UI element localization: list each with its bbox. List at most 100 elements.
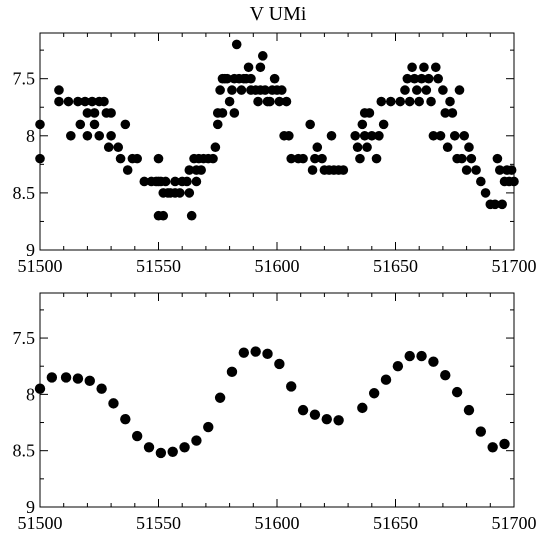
bottom-data-point bbox=[167, 446, 178, 458]
bottom-data-point bbox=[487, 442, 498, 453]
top-data-point bbox=[362, 142, 372, 153]
top-data-point bbox=[35, 119, 45, 130]
top-data-point bbox=[414, 96, 425, 107]
top-data-point bbox=[54, 96, 64, 107]
bottom-data-point bbox=[404, 350, 415, 362]
bottom-data-point bbox=[60, 372, 72, 383]
top-data-point bbox=[246, 73, 256, 84]
top-data-point bbox=[438, 85, 448, 95]
top-data-point bbox=[265, 96, 275, 107]
top-data-point bbox=[94, 130, 105, 141]
bottom-y-tick-label: 8.5 bbox=[13, 441, 36, 461]
top-data-point bbox=[89, 108, 100, 118]
top-data-point bbox=[355, 153, 365, 164]
top-data-point bbox=[66, 130, 76, 141]
top-data-point bbox=[160, 176, 171, 187]
top-data-point bbox=[212, 119, 223, 130]
bottom-data-point bbox=[203, 421, 214, 433]
top-data-point bbox=[139, 176, 150, 187]
top-data-point bbox=[208, 153, 218, 164]
top-data-point bbox=[255, 62, 266, 73]
top-data-point bbox=[253, 96, 263, 107]
bottom-x-tick-label: 51550 bbox=[136, 513, 181, 533]
bottom-data-point bbox=[309, 409, 321, 420]
bottom-data-point bbox=[380, 374, 392, 385]
top-data-point bbox=[132, 153, 142, 164]
top-data-point bbox=[222, 73, 233, 84]
bottom-data-point bbox=[357, 402, 368, 414]
bottom-data-point bbox=[321, 413, 332, 425]
top-data-point bbox=[215, 85, 225, 95]
top-data-point bbox=[416, 73, 427, 84]
top-x-tick-label: 51550 bbox=[136, 256, 181, 276]
top-data-point bbox=[400, 85, 410, 95]
top-data-point bbox=[115, 153, 126, 164]
top-data-point bbox=[457, 153, 467, 164]
bottom-data-point bbox=[475, 426, 487, 437]
bottom-data-point bbox=[179, 442, 190, 453]
top-data-point bbox=[217, 108, 228, 118]
top-data-point bbox=[428, 130, 439, 141]
top-data-point bbox=[103, 142, 114, 153]
top-data-point bbox=[310, 153, 320, 164]
top-data-point bbox=[430, 62, 441, 73]
top-data-point bbox=[175, 188, 185, 198]
top-data-point bbox=[113, 142, 124, 153]
top-data-point bbox=[158, 210, 169, 221]
bottom-data-point bbox=[368, 388, 380, 399]
top-data-point bbox=[87, 96, 97, 107]
bottom-y-tick-label: 9 bbox=[26, 497, 35, 517]
top-data-point bbox=[445, 96, 455, 107]
top-data-point bbox=[359, 130, 370, 141]
bottom-x-tick-label: 51500 bbox=[18, 513, 63, 533]
bottom-data-point bbox=[463, 404, 475, 416]
top-data-point bbox=[257, 51, 268, 61]
bottom-data-point bbox=[46, 372, 58, 383]
bottom-x-tick-label: 51650 bbox=[373, 513, 418, 533]
bottom-data-point bbox=[72, 373, 84, 384]
top-data-point bbox=[170, 176, 180, 187]
top-data-point bbox=[286, 153, 297, 164]
top-data-point bbox=[412, 85, 422, 95]
top-data-point bbox=[402, 73, 413, 84]
top-data-point bbox=[184, 188, 195, 198]
top-data-point bbox=[367, 130, 377, 141]
top-data-point bbox=[426, 96, 436, 107]
top-data-point bbox=[317, 153, 327, 164]
top-data-point bbox=[409, 73, 420, 84]
bottom-data-point bbox=[333, 415, 344, 426]
bottom-data-point bbox=[143, 442, 155, 453]
bottom-data-point bbox=[191, 435, 202, 446]
bottom-data-point bbox=[499, 438, 510, 450]
top-data-point bbox=[106, 130, 116, 141]
top-data-point bbox=[89, 119, 100, 130]
top-data-point bbox=[490, 199, 500, 210]
bottom-data-point bbox=[226, 366, 238, 378]
top-data-point bbox=[276, 85, 287, 95]
top-data-point bbox=[312, 142, 323, 153]
top-data-point bbox=[210, 142, 221, 153]
bottom-y-tick-label: 8 bbox=[26, 384, 35, 404]
top-data-point bbox=[497, 199, 507, 210]
top-data-point bbox=[73, 96, 83, 107]
bottom-data-point bbox=[262, 348, 273, 360]
bottom-data-point bbox=[214, 392, 226, 403]
top-data-point bbox=[480, 188, 491, 198]
top-data-point bbox=[229, 108, 240, 118]
top-data-point bbox=[471, 165, 481, 175]
top-data-point bbox=[243, 62, 254, 73]
top-data-point bbox=[153, 153, 164, 164]
top-data-point bbox=[447, 108, 458, 118]
top-y-tick-label: 8 bbox=[26, 126, 35, 146]
top-y-tick-label: 9 bbox=[26, 240, 35, 260]
top-data-point bbox=[224, 96, 235, 107]
top-data-point bbox=[419, 62, 429, 73]
top-data-point bbox=[476, 176, 486, 187]
top-x-tick-label: 51600 bbox=[255, 256, 300, 276]
top-x-tick-label: 51650 bbox=[373, 256, 418, 276]
top-y-tick-label: 7.5 bbox=[13, 69, 36, 89]
top-data-point bbox=[75, 119, 86, 130]
top-data-point bbox=[236, 85, 247, 95]
bottom-panel: 51500 51550 51600 51650 51700 7.5 8 8.5 9 bbox=[13, 292, 537, 533]
